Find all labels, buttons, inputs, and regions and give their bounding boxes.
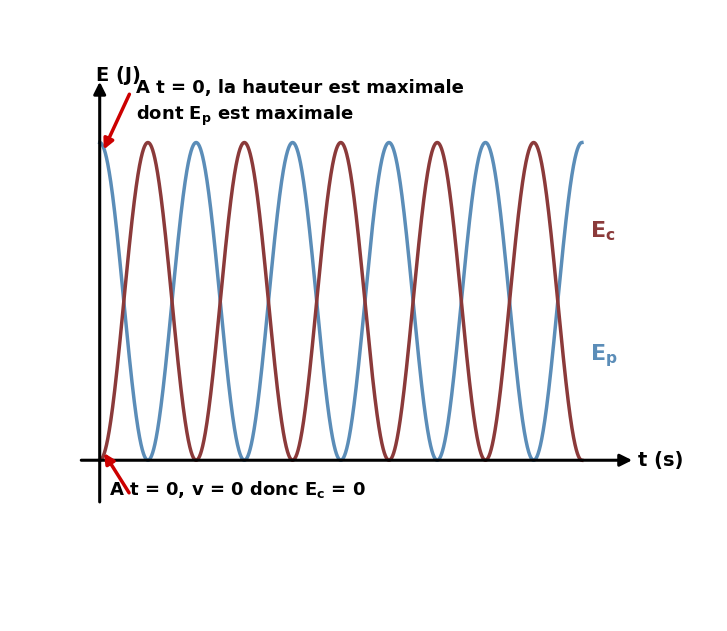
Text: $\mathregular{E_c}$: $\mathregular{E_c}$ [590, 220, 615, 244]
Text: A t = 0, la hauteur est maximale
dont $\mathregular{E_p}$ est maximale: A t = 0, la hauteur est maximale dont $\… [137, 79, 465, 127]
Text: $\mathregular{E_p}$: $\mathregular{E_p}$ [590, 342, 617, 369]
Text: t (s): t (s) [638, 451, 683, 469]
Text: E (J): E (J) [96, 66, 141, 85]
Text: A t = 0, v = 0 donc $\mathregular{E_c}$ = 0: A t = 0, v = 0 donc $\mathregular{E_c}$ … [109, 480, 366, 500]
